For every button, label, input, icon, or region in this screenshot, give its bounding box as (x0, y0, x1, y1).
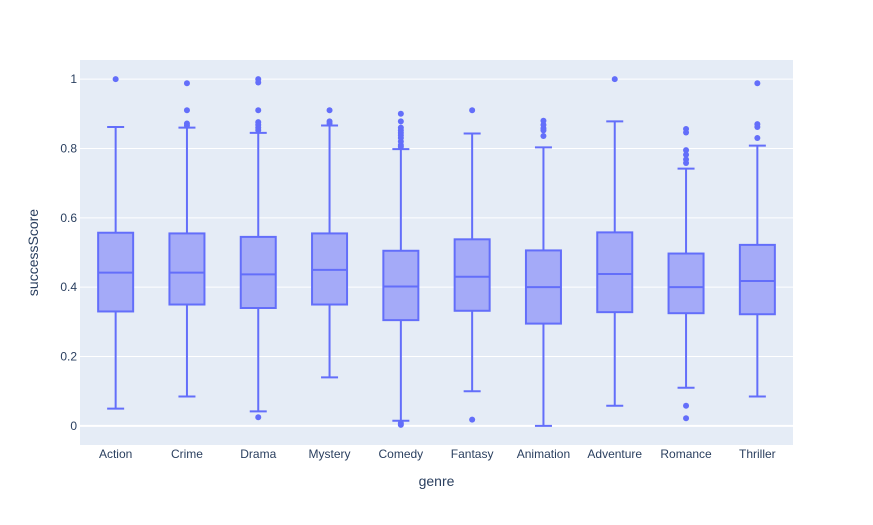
x-tick-label: Mystery (309, 447, 351, 461)
x-tick-label: Romance (660, 447, 712, 461)
x-tick-label: Animation (517, 447, 570, 461)
box-mystery (311, 107, 349, 379)
iqr-box (453, 238, 491, 312)
box-comedy (382, 110, 420, 428)
outlier-point (397, 118, 404, 125)
x-tick-label: Action (99, 447, 132, 461)
y-tick-label: 0.6 (60, 211, 77, 225)
y-tick-label: 0.2 (60, 350, 77, 364)
box-adventure (596, 76, 634, 407)
box-crime (168, 80, 206, 398)
iqr-box (738, 243, 776, 316)
x-tick-label: Adventure (587, 447, 642, 461)
x-tick-label: Drama (240, 447, 276, 461)
box-fantasy (453, 107, 491, 423)
outlier-point (255, 127, 262, 134)
outlier-point (255, 414, 262, 421)
x-tick-label: Fantasy (451, 447, 494, 461)
outlier-point (183, 122, 190, 129)
iqr-box (596, 231, 634, 314)
y-tick-label: 0.8 (60, 141, 77, 155)
outlier-point (683, 415, 690, 422)
x-axis-title: genre (419, 473, 455, 489)
x-tick-label: Crime (171, 447, 203, 461)
box-action (97, 76, 135, 410)
outlier-point (611, 76, 618, 83)
outlier-point (397, 110, 404, 117)
outlier-point (112, 76, 119, 83)
outlier-point (397, 421, 404, 428)
box-thriller (738, 80, 776, 398)
outlier-point (255, 107, 262, 114)
x-axis-ticks: Action Crime Drama Mystery Comedy Fantasy Anim… (99, 447, 776, 461)
box-drama (239, 76, 277, 421)
y-axis-ticks: 0 0.2 0.4 0.6 0.8 1 (60, 72, 77, 433)
outlier-point (326, 120, 333, 127)
x-tick-label: Comedy (379, 447, 424, 461)
iqr-box (168, 232, 206, 306)
outlier-point (255, 79, 262, 86)
outlier-point (540, 127, 547, 134)
outlier-point (683, 147, 690, 154)
y-tick-label: 1 (70, 72, 77, 86)
y-axis-title: successScore (25, 209, 41, 296)
outlier-point (683, 129, 690, 136)
box-romance (667, 126, 705, 422)
outlier-point (183, 107, 190, 114)
outlier-point (754, 135, 761, 142)
outlier-point (469, 107, 476, 114)
iqr-box (667, 252, 705, 315)
outlier-point (183, 80, 190, 87)
y-tick-label: 0.4 (60, 280, 77, 294)
iqr-box (239, 235, 277, 309)
outlier-point (683, 151, 690, 158)
outlier-point (540, 117, 547, 124)
outlier-point (397, 143, 404, 150)
outlier-point (326, 107, 333, 114)
x-tick-label: Thriller (739, 447, 776, 461)
y-tick-label: 0 (70, 419, 77, 433)
iqr-box (382, 249, 420, 322)
outlier-point (754, 123, 761, 130)
outlier-point (540, 132, 547, 139)
outlier-point (754, 80, 761, 87)
outlier-point (683, 160, 690, 167)
outlier-point (469, 416, 476, 423)
box-animation (524, 117, 562, 427)
boxes (97, 76, 776, 428)
outlier-point (683, 402, 690, 409)
